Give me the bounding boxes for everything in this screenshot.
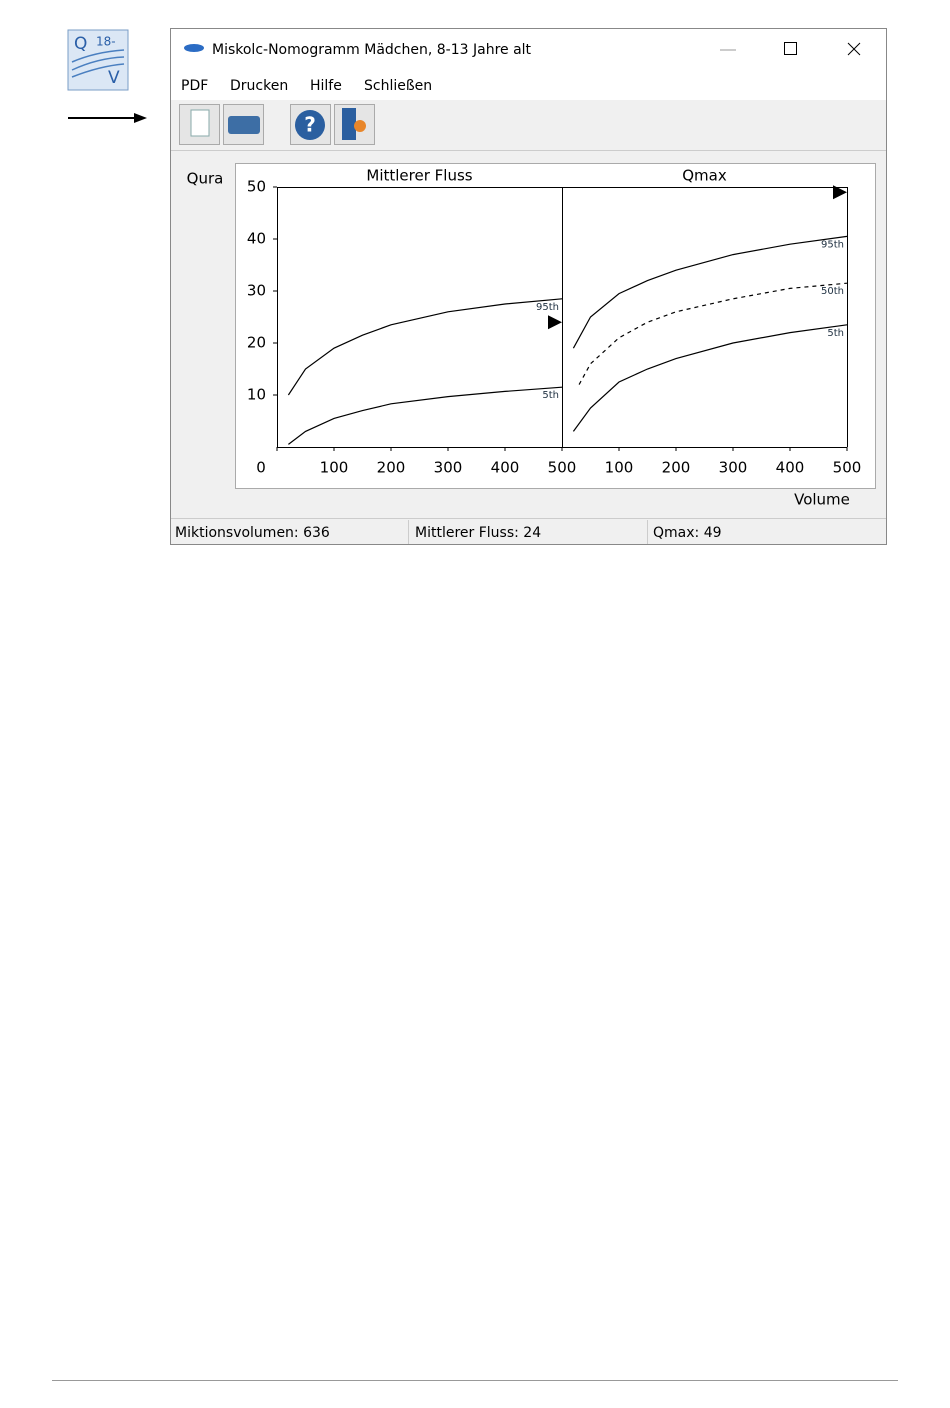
- x-tick-label: 300: [434, 459, 463, 477]
- icon-v: V: [108, 68, 120, 88]
- chart-frame: [235, 163, 876, 489]
- status-text: Qmax: 49: [653, 525, 722, 541]
- help-icon: [295, 110, 325, 140]
- x-tick-label: 400: [491, 459, 520, 477]
- menu-item[interactable]: PDF: [181, 78, 208, 94]
- x-tick-label: 100: [605, 459, 634, 477]
- menu-item[interactable]: Drucken: [230, 78, 288, 94]
- print-icon: [228, 116, 260, 134]
- panel-title: Mittlerer Fluss: [366, 167, 472, 185]
- x-tick-label: 300: [719, 459, 748, 477]
- pdf-icon: [190, 109, 210, 137]
- window-title: Miskolc-Nomogramm Mädchen, 8-13 Jahre al…: [212, 42, 532, 58]
- icon-sup: 18-: [96, 35, 116, 49]
- x-tick-label: 500: [833, 459, 862, 477]
- title-menu-bg: [171, 29, 886, 100]
- arrow-head: [134, 113, 147, 123]
- curve-label: 95th: [536, 302, 559, 313]
- value-marker: [833, 185, 847, 200]
- x-tick-label: 100: [320, 459, 349, 477]
- help-glyph: ?: [304, 113, 316, 137]
- x-tick-label: 0: [256, 459, 266, 477]
- exit-badge: [354, 120, 366, 132]
- value-marker: [548, 315, 562, 330]
- curve-label: 95th: [821, 239, 844, 250]
- menu-item[interactable]: Schließen: [364, 78, 432, 94]
- icon-curves: [71, 49, 125, 78]
- x-tick-label: 200: [377, 459, 406, 477]
- x-axis-label: Volume: [794, 491, 850, 509]
- y-tick-label: 30: [247, 282, 266, 300]
- curve: [288, 386, 563, 445]
- x-tick-label: 500: [548, 459, 577, 477]
- window-icon: [184, 44, 204, 52]
- curve: [572, 235, 848, 349]
- exit-icon: [342, 108, 356, 140]
- x-tick-label: 200: [662, 459, 691, 477]
- close[interactable]: [847, 42, 861, 56]
- pdf-button[interactable]: [179, 104, 220, 145]
- y-tick-label: 50: [247, 178, 266, 196]
- menu-item[interactable]: Hilfe: [310, 78, 342, 94]
- icon-q: Q: [74, 34, 87, 54]
- y-tick-label: 40: [247, 230, 266, 248]
- y-axis-label: Qura: [187, 170, 224, 188]
- x-tick-label: 400: [776, 459, 805, 477]
- curve: [572, 324, 848, 432]
- panel-title: Qmax: [682, 167, 727, 185]
- curve-label: 5th: [827, 328, 844, 339]
- curve-label: 5th: [542, 390, 559, 401]
- curve-label: 50th: [821, 286, 844, 297]
- maximize[interactable]: [784, 42, 797, 55]
- y-tick-label: 10: [247, 386, 266, 404]
- y-tick-label: 20: [247, 334, 266, 352]
- curve: [287, 298, 563, 396]
- status-text: Mittlerer Fluss: 24: [415, 525, 541, 541]
- status-text: Miktionsvolumen: 636: [175, 525, 330, 541]
